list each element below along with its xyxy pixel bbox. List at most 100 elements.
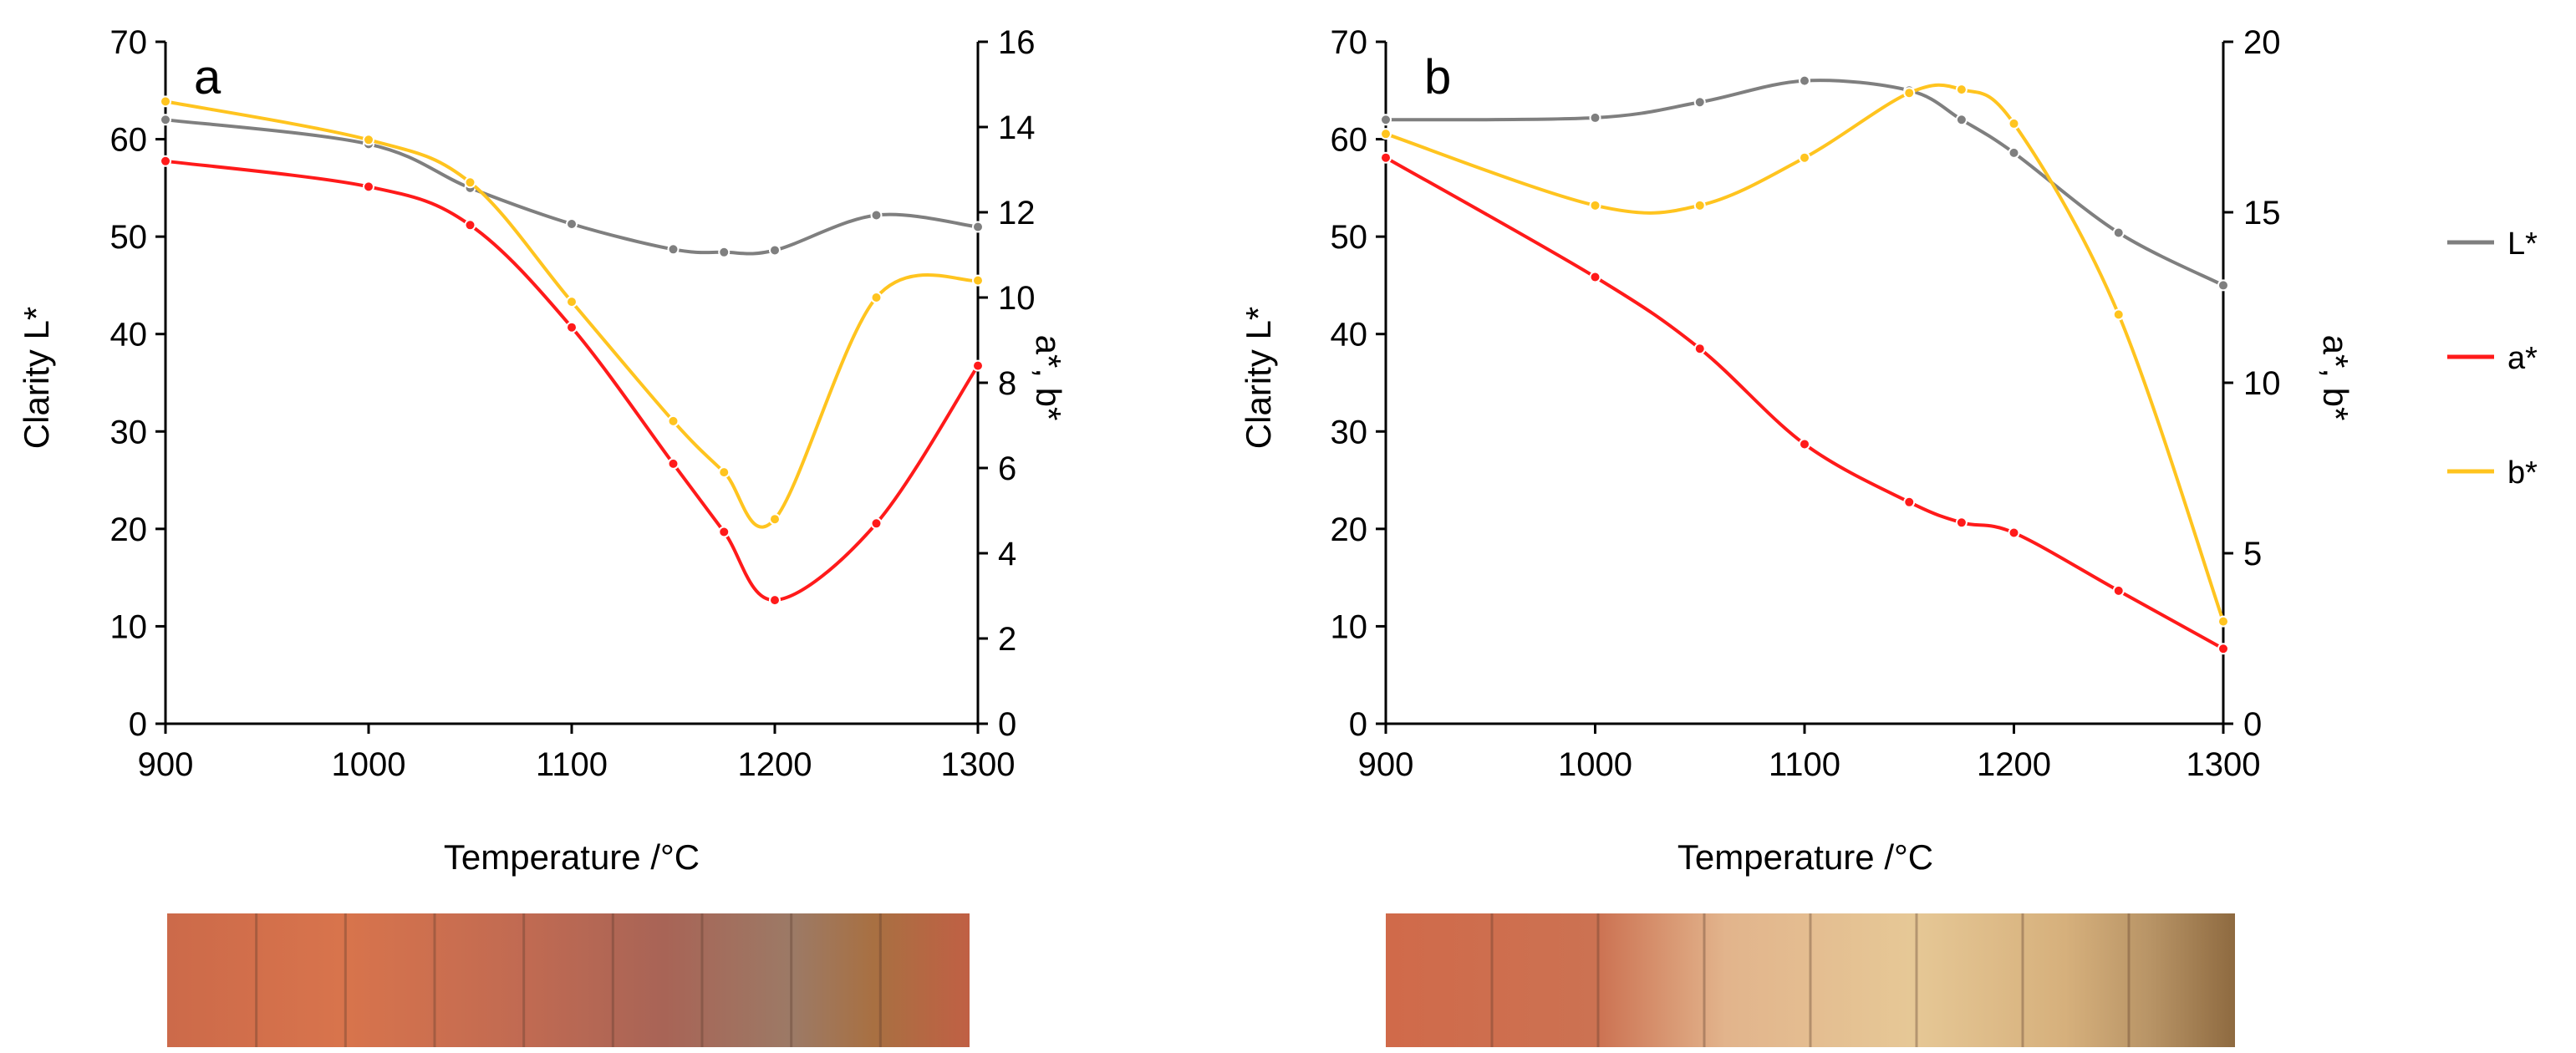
strip-dividers	[1490, 913, 2131, 1047]
y-tick-label: 40	[110, 317, 148, 354]
data-point-l	[2008, 146, 2020, 159]
data-point-b	[566, 296, 578, 308]
x-tick-label: 1100	[536, 746, 608, 783]
data-point-a	[2008, 526, 2020, 539]
data-point-a	[870, 517, 883, 530]
data-point-a	[1380, 151, 1392, 164]
strip-dividers	[255, 913, 882, 1047]
data-point-l	[870, 209, 883, 221]
data-point-l	[769, 244, 781, 257]
y-tick-label: 20	[110, 511, 148, 548]
y2-tick-label: 20	[2243, 24, 2281, 61]
y2-axis-title: a*, b*	[1029, 335, 1068, 421]
series-line-a	[1385, 155, 2224, 650]
chart-panel-b: b Clarity L* a*, b* Temperature /°C 0 10 2…	[1239, 24, 2355, 1047]
data-point-b	[1693, 199, 1706, 211]
data-point-a	[566, 321, 578, 333]
data-point-b	[769, 513, 781, 526]
series-line-l	[165, 118, 979, 256]
series-line-b	[165, 99, 979, 529]
data-point-a	[2112, 584, 2125, 597]
y-tick-label: 20	[1331, 511, 1368, 548]
x-axis-title: Temperature /°C	[444, 837, 700, 877]
series-layer	[1380, 74, 2229, 655]
data-point-b	[363, 134, 374, 146]
data-point-b	[718, 466, 731, 479]
data-point-a	[667, 457, 680, 470]
data-point-l	[1589, 111, 1601, 124]
data-point-l	[718, 246, 731, 258]
x-tick-label: 900	[138, 746, 194, 783]
data-point-a	[1903, 496, 1916, 508]
y2-tick-label: 14	[998, 109, 1036, 146]
data-point-a	[1955, 516, 1968, 529]
brick-strip	[167, 913, 970, 1047]
data-point-l	[2217, 279, 2229, 292]
series-layer	[160, 95, 984, 607]
axes: 0 10 20 30 40 50 60 70 0 5 10 15 20 900 1000 1100 1200 13…	[1331, 24, 2281, 783]
y-tick-label: 70	[1331, 24, 1368, 61]
x-tick-label: 1200	[738, 746, 812, 783]
panel-label: b	[1424, 50, 1451, 104]
data-point-a	[1693, 343, 1706, 355]
y-tick-label: 60	[110, 122, 148, 159]
data-point-a	[1799, 438, 1810, 450]
y2-tick-label: 0	[998, 706, 1016, 743]
data-point-b	[2217, 615, 2229, 628]
x-tick-label: 900	[1358, 746, 1414, 783]
y-axis-title: Clarity L*	[17, 307, 56, 449]
y2-tick-label: 12	[998, 195, 1036, 231]
x-tick-label: 1000	[332, 746, 406, 783]
data-point-b	[1903, 87, 1916, 99]
data-point-l	[2112, 226, 2125, 239]
brick-strip	[1386, 913, 2235, 1047]
data-point-b	[1589, 199, 1601, 211]
y-tick-label: 30	[1331, 414, 1368, 450]
y2-tick-label: 8	[998, 365, 1016, 402]
data-point-b	[1955, 84, 1968, 96]
legend-label-l: L*	[2507, 226, 2538, 262]
legend-label-b: b*	[2507, 455, 2538, 491]
y-tick-label: 60	[1331, 122, 1368, 159]
data-point-l	[1955, 114, 1968, 126]
panel-label: a	[194, 50, 221, 104]
y2-tick-label: 5	[2243, 536, 2262, 572]
data-point-b	[160, 95, 171, 108]
x-tick-label: 1300	[941, 746, 1016, 783]
data-point-b	[1799, 151, 1810, 164]
axes: 0 10 20 30 40 50 60 70 0 2 4 6 8 10 12 14 16 900 1000 1100 1…	[110, 24, 1036, 783]
x-tick-label: 1200	[1977, 746, 2051, 783]
data-point-b	[2008, 117, 2020, 130]
data-point-l	[1693, 96, 1706, 109]
series-line-b	[1385, 83, 2225, 623]
x-tick-label: 1000	[1558, 746, 1632, 783]
x-tick-label: 1100	[1769, 746, 1840, 783]
y2-tick-label: 10	[998, 280, 1036, 317]
data-point-b	[870, 292, 883, 303]
data-point-a	[464, 219, 476, 231]
data-point-l	[566, 217, 578, 230]
data-point-l	[160, 114, 171, 126]
data-point-a	[769, 594, 781, 607]
data-point-l	[1799, 74, 1810, 87]
data-point-b	[2112, 308, 2125, 321]
y-tick-label: 70	[110, 24, 148, 61]
y-tick-label: 30	[110, 414, 148, 450]
data-point-b	[1380, 128, 1392, 140]
y2-tick-label: 2	[998, 621, 1016, 658]
x-axis-title: Temperature /°C	[1677, 837, 1933, 877]
data-point-b	[464, 176, 476, 189]
y2-tick-label: 10	[2243, 365, 2281, 402]
y2-tick-label: 15	[2243, 195, 2281, 231]
series-line-a	[165, 159, 980, 603]
data-point-l	[972, 221, 984, 233]
chart-panel-a: a Clarity L* a*, b* Temperature /°C 0 10 2…	[17, 24, 1068, 1047]
brick-strip-photo	[1386, 913, 2235, 1047]
data-point-a	[363, 181, 374, 193]
data-point-a	[2217, 643, 2229, 655]
data-point-a	[972, 359, 984, 372]
y2-tick-label: 6	[998, 450, 1016, 487]
data-point-a	[1589, 271, 1601, 283]
y-tick-label: 50	[110, 219, 148, 256]
